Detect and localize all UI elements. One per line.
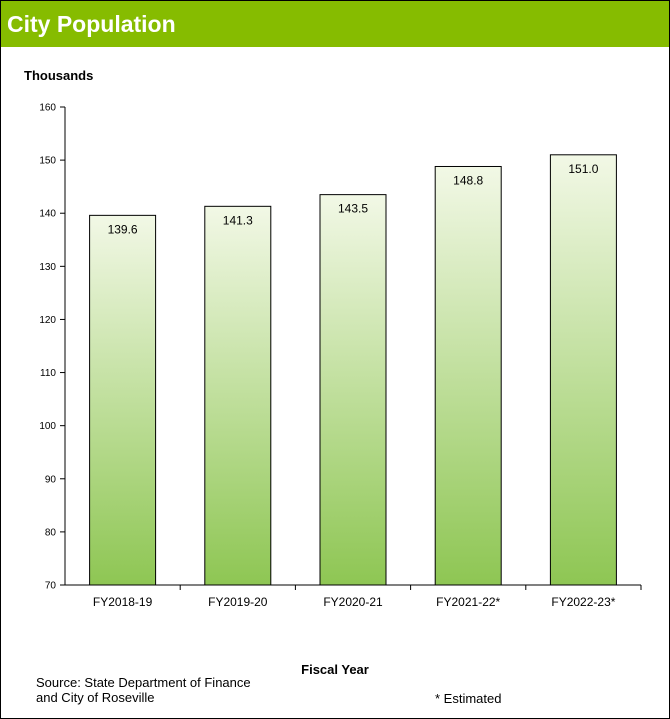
y-tick-label: 150 — [39, 156, 56, 167]
y-tick-label: 90 — [45, 474, 57, 485]
y-tick-label: 110 — [40, 368, 56, 379]
y-tick-label: 80 — [45, 527, 57, 538]
source-line-1: Source: State Department of Finance — [36, 675, 251, 690]
data-label: 139.6 — [108, 222, 138, 236]
x-tick-label: FY2020-21 — [323, 595, 383, 609]
data-label: 148.8 — [453, 173, 483, 187]
y-tick-label: 120 — [39, 315, 56, 326]
x-tick-label: FY2019-20 — [208, 595, 268, 609]
bar — [549, 154, 617, 586]
y-axis-title: Thousands — [24, 68, 94, 83]
y-tick-label: 70 — [45, 581, 57, 592]
y-tick-label: 100 — [39, 421, 56, 432]
bar — [89, 214, 157, 586]
x-tick-label: FY2018-19 — [93, 595, 153, 609]
bar — [319, 194, 387, 586]
x-axis-title: Fiscal Year — [301, 662, 369, 677]
x-tick-label: FY2022-23* — [551, 595, 615, 609]
y-tick-label: 140 — [39, 209, 56, 220]
estimated-footnote: * Estimated — [435, 691, 502, 706]
bar — [434, 165, 502, 586]
y-tick-label: 130 — [39, 262, 56, 273]
title-bar: City Population — [1, 1, 669, 47]
chart-title: City Population — [7, 11, 176, 37]
source-line-2: and City of Roseville — [36, 690, 155, 705]
x-tick-label: FY2021-22* — [436, 595, 500, 609]
data-label: 143.5 — [338, 202, 368, 216]
data-label: 151.0 — [568, 162, 598, 176]
y-tick-label: 160 — [39, 103, 56, 114]
data-label: 141.3 — [223, 213, 253, 227]
bar — [204, 205, 272, 586]
source-note: Source: State Department of Finance and … — [36, 675, 251, 705]
